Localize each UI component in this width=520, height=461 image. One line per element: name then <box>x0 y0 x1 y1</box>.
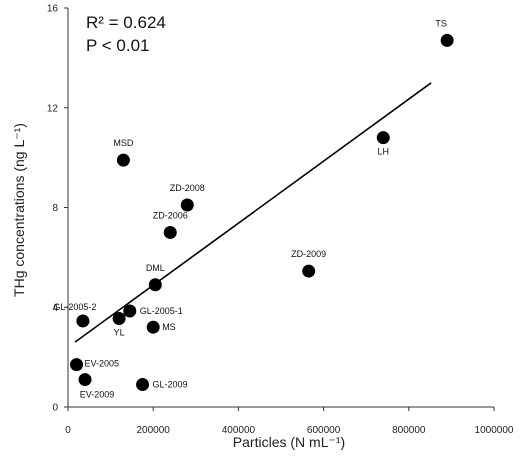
point-label: GL-2005-1 <box>140 306 183 316</box>
data-point <box>376 131 390 145</box>
point-label: ZD-2009 <box>291 249 326 259</box>
data-point <box>76 314 90 328</box>
trend-line <box>74 82 432 343</box>
point-label: MSD <box>113 138 134 148</box>
data-point <box>78 373 92 387</box>
y-tick-label: 16 <box>47 4 59 15</box>
y-tick-label: 12 <box>47 103 59 114</box>
y-tick-label: 4 <box>52 303 58 314</box>
data-point <box>70 358 84 372</box>
data-point <box>136 378 150 392</box>
point-label: EV-2009 <box>80 390 115 400</box>
y-tick-label: 8 <box>52 203 58 214</box>
point-label: MS <box>162 322 176 332</box>
point-label: ZD-2008 <box>170 183 205 193</box>
r-squared-text: R² = 0.624 <box>86 13 166 32</box>
data-point <box>163 225 177 239</box>
y-tick-label: 0 <box>52 403 58 414</box>
point-label: DML <box>146 263 165 273</box>
data-point <box>146 320 160 334</box>
plot-area: 0 200000 400000 600000 800000 1000000 0 4 8 12 16 T… <box>47 4 514 437</box>
x-tick-label: 0 <box>65 425 71 436</box>
point-label: EV-2005 <box>85 359 120 369</box>
point-label: TS <box>435 18 447 28</box>
data-point <box>123 304 137 318</box>
p-value-text: P < 0.01 <box>86 36 150 55</box>
data-point <box>302 264 316 278</box>
x-tick-label: 400000 <box>222 425 256 436</box>
point-label: ZD-2006 <box>153 210 188 220</box>
x-tick-label: 800000 <box>392 425 426 436</box>
y-axis-title: THg concentrations (ng L⁻¹) <box>11 123 27 297</box>
data-point <box>116 153 130 167</box>
x-axis-title: Particles (N mL⁻¹) <box>233 434 345 450</box>
data-point <box>440 33 454 47</box>
x-tick-label: 600000 <box>307 425 341 436</box>
point-label: YL <box>114 327 125 337</box>
data-point <box>112 311 126 325</box>
x-tick-label: 200000 <box>137 425 171 436</box>
point-label: LH <box>377 147 389 157</box>
data-point <box>148 278 162 292</box>
point-label: GL-2009 <box>153 380 188 390</box>
point-label: GL-2005-2 <box>53 302 96 312</box>
x-tick-label: 1000000 <box>475 425 514 436</box>
data-point <box>180 198 194 212</box>
